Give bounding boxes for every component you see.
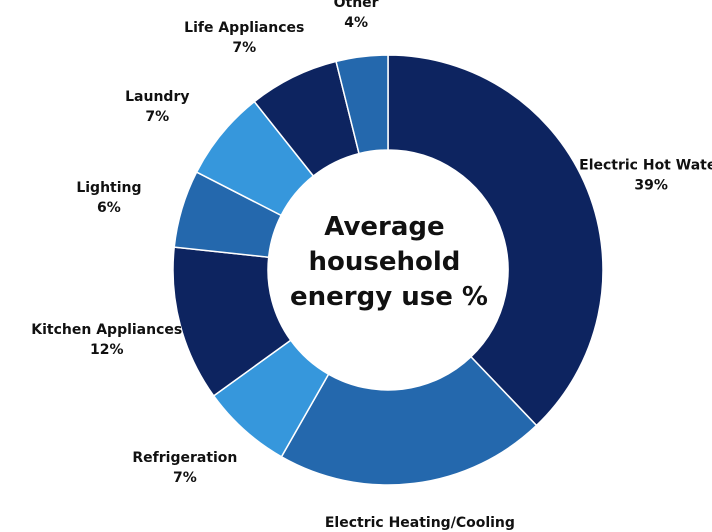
slice-label-electric-hot-water: Electric Hot Water 39% [579,158,712,194]
slice-label-value: 7% [232,40,256,56]
slice-label-kitchen-appliances: Kitchen Appliances 12% [31,322,182,358]
slice-label-other: Other 4% [334,0,379,31]
slice-label-electric-heating-cooling: Electric Heating/Cooling21% [325,515,515,532]
chart-title-line-2: household [309,247,461,277]
slice-label-life-appliances: Life Appliances 7% [184,20,304,56]
chart-title-line-3: energy use % [290,282,488,312]
slice-label-name: Electric Heating/Cooling [325,515,515,531]
slice-label-name: Other [334,0,379,11]
slice-label-value: 4% [344,15,368,31]
chart-title-line-1: Average [324,212,444,242]
slice-labels: Electric Hot Water 39% Electric Heating/Co… [31,0,712,532]
slice-label-name: Lighting [76,180,141,196]
slice-label-name: Electric Hot Water [579,158,712,174]
slice-label-value: 7% [145,109,169,125]
chart-title: Average household energy use % [290,212,488,312]
slice-label-name: Life Appliances [184,20,304,36]
slice-label-refrigeration: Refrigeration 7% [132,450,237,486]
slice-label-name: Kitchen Appliances [31,322,182,338]
slice-label-value: 6% [97,200,121,216]
slice-electric-hot-water [387,54,604,427]
slice-label-value: 39% [634,178,668,194]
slice-label-lighting: Lighting 6% [76,180,141,216]
slice-label-laundry: Laundry 7% [125,89,189,125]
slice-label-name: Refrigeration [132,450,237,466]
slice-electric-heating-cooling [280,355,538,486]
slice-label-name: Laundry [125,89,189,105]
slice-label-value: 12% [90,342,124,358]
donut-slices [172,54,604,486]
slice-label-value: 7% [173,470,197,486]
slice-other [335,54,389,155]
